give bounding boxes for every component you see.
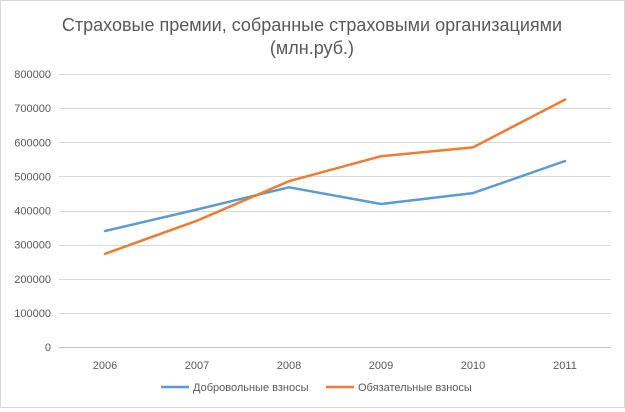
gridlines [59,74,611,348]
y-tick-label: 500000 [14,171,51,183]
y-tick-label: 100000 [14,308,51,320]
y-tick-label: 600000 [14,137,51,149]
x-tick-label: 2009 [369,360,393,372]
x-tick-label: 2006 [93,360,117,372]
x-tick-label: 2011 [553,360,577,372]
y-tick-label: 300000 [14,240,51,252]
chart-title-line-1: Страховые премии, собранные страховыми о… [62,15,562,35]
legend: Добровольные взносы Обязательные взносы [161,382,472,394]
chart-title-line-2: (млн.руб.) [270,38,354,58]
series-lines [103,98,567,256]
legend-label-1: Добровольные взносы [193,382,309,394]
y-tick-label: 800000 [14,69,51,81]
x-axis: 2006 2007 2008 2009 2010 2011 [93,360,577,372]
x-tick-label: 2007 [185,360,209,372]
x-tick-label: 2008 [277,360,301,372]
y-tick-label: 700000 [14,103,51,115]
legend-label-2: Обязательные взносы [358,382,472,394]
y-axis: 0 100000 200000 300000 400000 500000 600000 700… [14,69,51,354]
series-line-2 [103,98,567,256]
series-line-1 [103,159,567,233]
y-tick-label: 400000 [14,206,51,218]
y-tick-label: 0 [45,342,51,354]
x-tick-label: 2010 [461,360,485,372]
y-tick-label: 200000 [14,274,51,286]
